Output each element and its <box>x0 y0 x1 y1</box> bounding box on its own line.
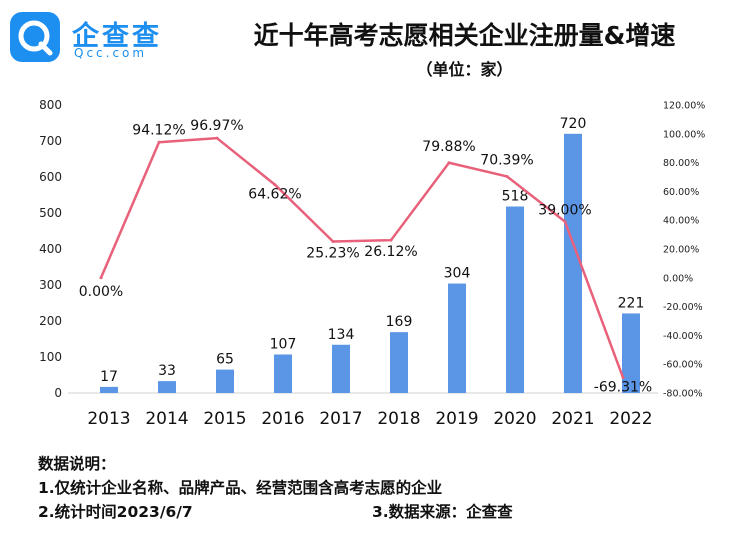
bar <box>274 354 292 393</box>
y-right-tick-label: 80.00% <box>663 158 699 169</box>
x-tick-label: 2019 <box>435 409 478 429</box>
y-left-tick-label: 100 <box>39 350 62 364</box>
x-tick-label: 2020 <box>493 409 536 429</box>
y-right-tick-label: 0.00% <box>663 273 693 284</box>
growth-point <box>505 174 509 178</box>
x-tick-label: 2022 <box>609 409 652 429</box>
bar <box>216 369 234 393</box>
growth-point <box>447 161 451 165</box>
bar <box>564 133 582 394</box>
bar-value-label: 518 <box>502 189 529 205</box>
y-right-tick-label: 60.00% <box>663 187 699 198</box>
y-left-tick-label: 200 <box>39 314 62 328</box>
bar-value-label: 134 <box>328 327 355 343</box>
bar-value-label: 33 <box>158 363 176 379</box>
logo-domain: Qcc.com <box>74 46 148 60</box>
chart-title: 近十年高考志愿相关企业注册量&增速 <box>253 21 676 50</box>
growth-point <box>157 140 161 144</box>
growth-value-label: 79.88% <box>422 139 475 155</box>
notes-line-2: 2.统计时间2023/6/7 <box>38 503 193 521</box>
x-tick-label: 2021 <box>551 409 594 429</box>
bar <box>332 344 350 393</box>
logo: 企查查 Qcc.com <box>10 10 200 70</box>
y-left-tick-label: 0 <box>54 386 62 400</box>
notes-line-1: 1.仅统计企业名称、品牌产品、经营范围含高考志愿的企业 <box>38 479 443 497</box>
chart-subtitle: （单位：家） <box>416 60 513 79</box>
x-tick-label: 2018 <box>377 409 420 429</box>
bar-value-label: 107 <box>270 336 297 352</box>
bar-value-label: 221 <box>618 295 645 311</box>
y-left-tick-label: 800 <box>39 98 62 112</box>
x-tick-label: 2015 <box>203 409 246 429</box>
combo-chart: 0100200300400500600700800-80.00%-60.00%-… <box>39 98 705 429</box>
y-right-tick-label: -60.00% <box>663 360 703 371</box>
growth-value-label: 25.23% <box>306 245 359 261</box>
growth-value-label: 94.12% <box>132 122 185 138</box>
y-left-tick-label: 600 <box>39 170 62 184</box>
bar <box>448 283 466 393</box>
growth-point <box>99 276 103 280</box>
bar <box>506 206 524 393</box>
logo-text: 企查查 <box>72 21 162 52</box>
y-right-tick-label: 20.00% <box>663 245 699 256</box>
x-tick-label: 2017 <box>319 409 362 429</box>
data-notes: 数据说明： 1.仅统计企业名称、品牌产品、经营范围含高考志愿的企业 2.统计时间… <box>38 452 513 524</box>
y-right-tick-label: -20.00% <box>663 302 703 313</box>
bar <box>622 313 640 393</box>
growth-value-label: 64.62% <box>248 187 301 203</box>
growth-value-label: 26.12% <box>364 244 417 260</box>
y-left-tick-label: 700 <box>39 134 62 148</box>
bar-value-label: 17 <box>100 369 118 385</box>
y-left-tick-label: 400 <box>39 242 62 256</box>
growth-line <box>99 136 625 379</box>
bar <box>390 332 408 393</box>
y-right-tick-label: -40.00% <box>663 331 703 342</box>
growth-point <box>331 239 335 243</box>
logo-mark-icon <box>10 12 60 62</box>
x-tick-label: 2016 <box>261 409 304 429</box>
growth-point <box>273 183 277 187</box>
growth-value-label: 96.97% <box>190 118 243 134</box>
y-right-tick-label: -80.00% <box>663 389 703 400</box>
notes-heading: 数据说明： <box>38 455 116 473</box>
bar-value-label: 304 <box>444 266 471 282</box>
growth-point <box>215 136 219 140</box>
bar <box>100 386 118 393</box>
bar-value-label: 720 <box>560 116 587 132</box>
bar <box>158 381 176 393</box>
growth-value-label: 0.00% <box>79 284 123 300</box>
y-right-tick-label: 100.00% <box>663 129 705 140</box>
x-tick-label: 2013 <box>87 409 130 429</box>
y-right-tick-label: 120.00% <box>663 101 705 112</box>
growth-point <box>621 376 625 380</box>
y-right-tick-label: 40.00% <box>663 216 699 227</box>
x-tick-label: 2014 <box>145 409 188 429</box>
bar-value-label: 65 <box>216 352 234 368</box>
y-left-tick-label: 500 <box>39 206 62 220</box>
y-left-tick-label: 300 <box>39 278 62 292</box>
growth-value-label: -69.31% <box>594 380 652 396</box>
growth-value-label: 39.00% <box>538 203 591 219</box>
bar-value-label: 169 <box>386 314 413 330</box>
growth-value-label: 70.39% <box>480 152 533 168</box>
growth-point <box>389 238 393 242</box>
growth-point <box>563 220 567 224</box>
notes-line-3: 3.数据来源：企查查 <box>372 503 513 521</box>
